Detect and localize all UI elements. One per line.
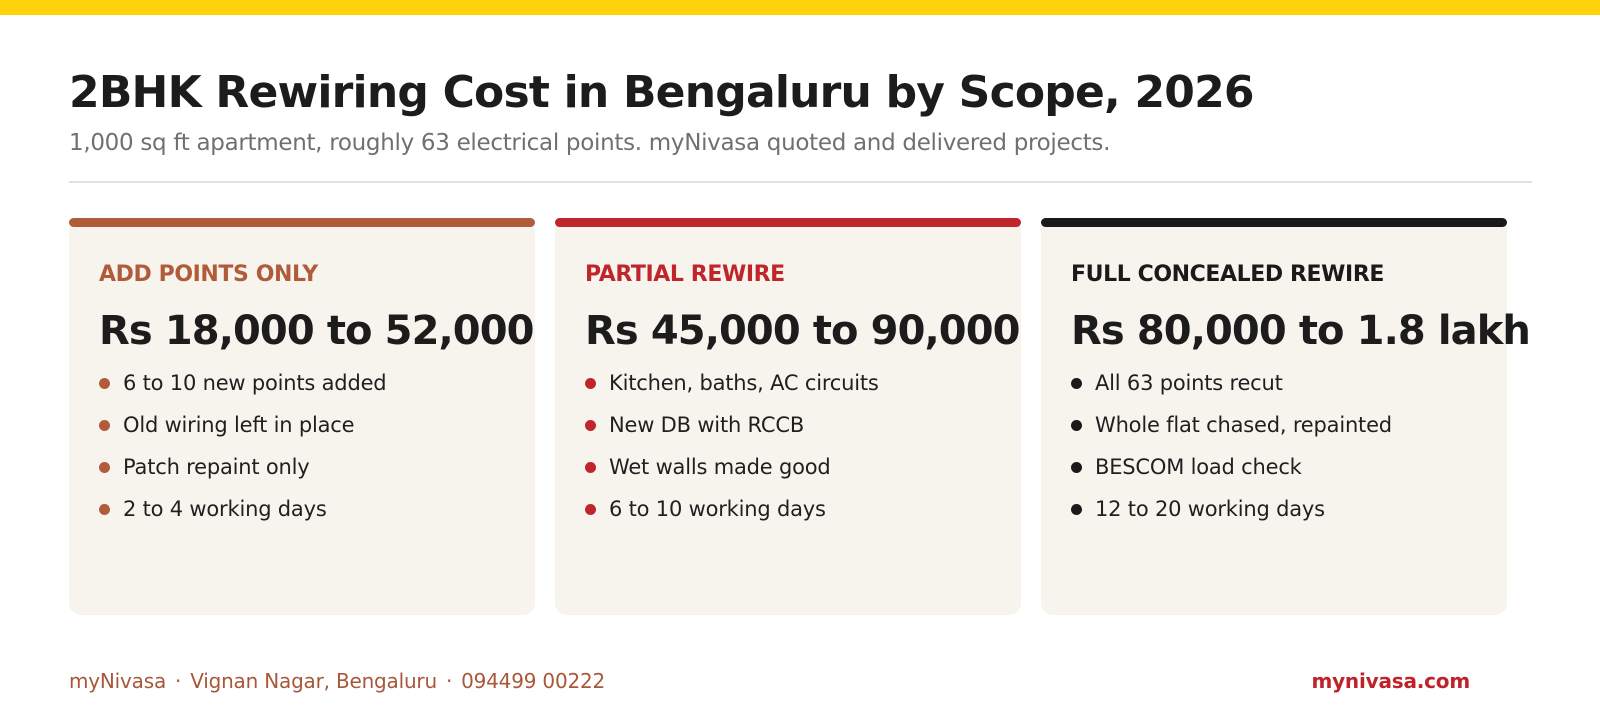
footer-phone[interactable]: 094499 00222 [461, 669, 606, 693]
bullet-dot-icon [1071, 378, 1082, 389]
bullet-text: Patch repaint only [123, 455, 310, 479]
card-bullet-list: 6 to 10 new points added Old wiring left… [99, 368, 387, 536]
bullet-dot-icon [1071, 504, 1082, 515]
card-bullet-item: 6 to 10 working days [585, 494, 879, 536]
card-price: Rs 18,000 to 52,000 [99, 308, 535, 354]
footer-separator: · [445, 669, 453, 693]
card-bullet-list: All 63 points recut Whole flat chased, r… [1071, 368, 1392, 536]
card-bullet-item: Whole flat chased, repainted [1071, 410, 1392, 452]
bullet-dot-icon [585, 462, 596, 473]
card-bullet-item: Wet walls made good [585, 452, 879, 494]
card-accent-bar [69, 218, 535, 227]
header-divider [69, 181, 1532, 183]
card-bullet-item: Patch repaint only [99, 452, 386, 494]
card-label: PARTIAL REWIRE [585, 262, 785, 287]
card-price: Rs 80,000 to 1.8 lakh [1071, 308, 1531, 354]
card-bullet-item: Old wiring left in place [99, 410, 386, 452]
bullet-dot-icon [585, 420, 596, 431]
card-bullet-item: 2 to 4 working days [99, 494, 386, 536]
bullet-dot-icon [99, 504, 110, 515]
bullet-text: 6 to 10 new points added [123, 371, 387, 395]
card-label: FULL CONCEALED REWIRE [1071, 262, 1385, 287]
bullet-text: All 63 points recut [1095, 371, 1283, 395]
card-bullet-list: Kitchen, baths, AC circuits New DB with … [585, 368, 879, 536]
card-full-concealed-rewire: FULL CONCEALED REWIRE Rs 80,000 to 1.8 l… [1041, 218, 1531, 615]
card-label: ADD POINTS ONLY [99, 262, 318, 287]
card-bullet-item: 12 to 20 working days [1071, 494, 1392, 536]
bullet-text: 2 to 4 working days [123, 497, 327, 521]
bullet-dot-icon [1071, 462, 1082, 473]
page-subtitle: 1,000 sq ft apartment, roughly 63 electr… [69, 130, 1111, 156]
card-partial-rewire: PARTIAL REWIRE Rs 45,000 to 90,000 Kitch… [555, 218, 1021, 615]
card-bullet-item: All 63 points recut [1071, 368, 1392, 410]
top-accent-bar [0, 0, 1600, 15]
bullet-dot-icon [99, 378, 110, 389]
card-price: Rs 45,000 to 90,000 [585, 308, 1021, 354]
footer-website-link[interactable]: mynivasa.com [1311, 669, 1470, 693]
card-accent-bar [555, 218, 1021, 227]
bullet-text: BESCOM load check [1095, 455, 1302, 479]
card-bullet-item: New DB with RCCB [585, 410, 879, 452]
footer-location: Vignan Nagar, Bengaluru [190, 669, 437, 693]
bullet-dot-icon [99, 462, 110, 473]
page-title: 2BHK Rewiring Cost in Bengaluru by Scope… [69, 67, 1255, 118]
card-bullet-item: Kitchen, baths, AC circuits [585, 368, 879, 410]
bullet-dot-icon [1071, 420, 1082, 431]
bullet-text: 6 to 10 working days [609, 497, 826, 521]
footer-brand: myNivasa [69, 669, 167, 693]
bullet-dot-icon [585, 504, 596, 515]
bullet-text: Wet walls made good [609, 455, 831, 479]
card-add-points-only: ADD POINTS ONLY Rs 18,000 to 52,000 6 to… [69, 218, 535, 615]
bullet-text: 12 to 20 working days [1095, 497, 1325, 521]
card-bullet-item: 6 to 10 new points added [99, 368, 387, 410]
footer-separator: · [175, 669, 182, 693]
bullet-text: Kitchen, baths, AC circuits [609, 371, 879, 395]
card-bullet-item: BESCOM load check [1071, 452, 1392, 494]
bullet-dot-icon [585, 378, 596, 389]
bullet-text: Old wiring left in place [123, 413, 355, 437]
bullet-text: Whole flat chased, repainted [1095, 413, 1392, 437]
card-accent-bar [1041, 218, 1507, 227]
footer-contact: myNivasa · Vignan Nagar, Bengaluru · 094499 … [69, 666, 605, 696]
bullet-text: New DB with RCCB [609, 413, 805, 437]
bullet-dot-icon [99, 420, 110, 431]
